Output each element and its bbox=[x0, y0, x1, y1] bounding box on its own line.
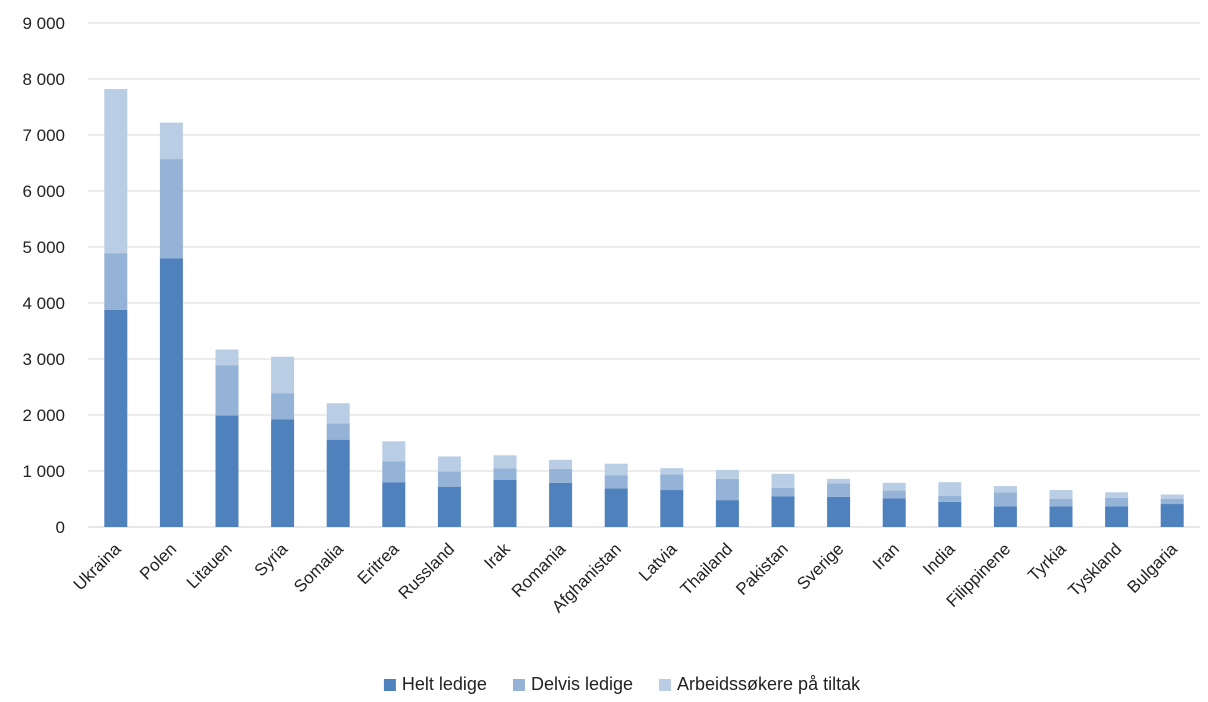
bar-segment bbox=[827, 478, 851, 484]
bar-segment bbox=[938, 501, 962, 527]
bar-segment bbox=[993, 506, 1017, 527]
bar-segment bbox=[1049, 490, 1073, 499]
x-tick-label: Litauen bbox=[183, 539, 236, 592]
legend-swatch bbox=[659, 679, 672, 691]
x-tick-label: Somalia bbox=[290, 539, 347, 596]
x-tick-label: Sverige bbox=[793, 539, 847, 593]
bar-segment bbox=[660, 490, 684, 527]
bar-segment bbox=[271, 419, 295, 527]
bar-segment bbox=[326, 439, 350, 527]
bar-segment bbox=[493, 479, 517, 527]
bar-segment bbox=[382, 441, 406, 462]
y-tick-label: 0 bbox=[56, 518, 65, 537]
legend-swatch bbox=[383, 679, 396, 691]
y-tick-label: 7 000 bbox=[22, 126, 65, 145]
bar-segment bbox=[993, 492, 1017, 507]
y-tick-label: 2 000 bbox=[22, 406, 65, 425]
x-tick-label: Eritrea bbox=[354, 539, 403, 588]
legend-label: Delvis ledige bbox=[531, 674, 633, 694]
x-tick-label: Ukraina bbox=[70, 539, 125, 594]
x-tick-label: Irak bbox=[480, 539, 514, 573]
bar-segment bbox=[1049, 506, 1073, 527]
bar-segment bbox=[604, 488, 628, 527]
y-tick-label: 4 000 bbox=[22, 294, 65, 313]
bar-segment bbox=[159, 159, 183, 259]
y-tick-label: 3 000 bbox=[22, 350, 65, 369]
bar-segment bbox=[382, 461, 406, 483]
gridlines bbox=[88, 22, 1200, 528]
bar-segment bbox=[159, 258, 183, 527]
legend-label: Arbeidssøkere på tiltak bbox=[677, 674, 861, 694]
bar-segment bbox=[159, 122, 183, 160]
bar-segment bbox=[660, 474, 684, 491]
bar-segment bbox=[604, 475, 628, 489]
bar-segment bbox=[104, 89, 128, 254]
bar-segment bbox=[104, 309, 128, 527]
bar-segment bbox=[104, 253, 128, 310]
bar-segment bbox=[437, 471, 461, 487]
bar-segment bbox=[715, 500, 739, 527]
x-tick-label: India bbox=[919, 539, 959, 579]
bar-segment bbox=[882, 498, 906, 527]
bars bbox=[104, 89, 1184, 527]
bar-segment bbox=[271, 393, 295, 420]
bar-segment bbox=[882, 490, 906, 499]
bar-segment bbox=[771, 487, 795, 497]
bar-segment bbox=[1105, 506, 1129, 527]
x-tick-label: Russland bbox=[395, 539, 459, 603]
y-axis: 0 1 000 2 000 3 000 4 000 5 000 6 000 7 000 8 00… bbox=[22, 14, 65, 537]
bar-segment bbox=[827, 483, 851, 497]
bar-segment bbox=[827, 496, 851, 527]
bar-segment bbox=[549, 459, 573, 469]
bar-segment bbox=[382, 482, 406, 527]
bar-segment bbox=[1105, 492, 1129, 498]
bar-segment bbox=[715, 469, 739, 479]
bar-segment bbox=[271, 356, 295, 394]
y-tick-label: 9 000 bbox=[22, 14, 65, 33]
bar-segment bbox=[1160, 499, 1184, 505]
bar-segment bbox=[215, 365, 239, 416]
legend-label: Helt ledige bbox=[402, 674, 487, 694]
bar-segment bbox=[1105, 497, 1129, 507]
x-tick-label: Pakistan bbox=[732, 539, 792, 599]
bar-segment bbox=[882, 482, 906, 491]
bar-segment bbox=[771, 496, 795, 527]
bar-segment bbox=[215, 349, 239, 366]
bar-segment bbox=[604, 463, 628, 476]
bar-segment bbox=[1160, 504, 1184, 527]
bar-segment bbox=[993, 486, 1017, 493]
bar-segment bbox=[437, 456, 461, 472]
bar-segment bbox=[1049, 499, 1073, 507]
x-tick-label: Latvia bbox=[635, 539, 681, 585]
x-tick-label: Polen bbox=[136, 539, 180, 583]
bar-segment bbox=[938, 495, 962, 502]
bar-segment bbox=[771, 473, 795, 488]
x-tick-label: Tyskland bbox=[1065, 539, 1126, 600]
legend-swatch bbox=[512, 679, 525, 691]
bar-segment bbox=[660, 468, 684, 475]
x-tick-label: Iran bbox=[869, 539, 903, 573]
y-tick-label: 1 000 bbox=[22, 462, 65, 481]
x-tick-label: Tyrkia bbox=[1024, 539, 1070, 585]
bar-segment bbox=[437, 486, 461, 527]
x-tick-label: Thailand bbox=[677, 539, 737, 599]
y-tick-label: 8 000 bbox=[22, 70, 65, 89]
bar-segment bbox=[715, 478, 739, 501]
bar-segment bbox=[493, 455, 517, 469]
x-tick-label: Syria bbox=[251, 539, 292, 580]
bar-segment bbox=[1160, 494, 1184, 499]
legend: Helt ledige Delvis ledige Arbeidssøkere på… bbox=[383, 674, 861, 694]
bar-segment bbox=[326, 423, 350, 440]
bar-segment bbox=[493, 468, 517, 480]
y-tick-label: 6 000 bbox=[22, 182, 65, 201]
bar-segment bbox=[326, 403, 350, 424]
bar-segment bbox=[215, 415, 239, 527]
bar-segment bbox=[549, 482, 573, 527]
y-tick-label: 5 000 bbox=[22, 238, 65, 257]
bar-segment bbox=[938, 482, 962, 496]
bar-segment bbox=[549, 468, 573, 483]
x-tick-label: Bulgaria bbox=[1123, 539, 1181, 597]
